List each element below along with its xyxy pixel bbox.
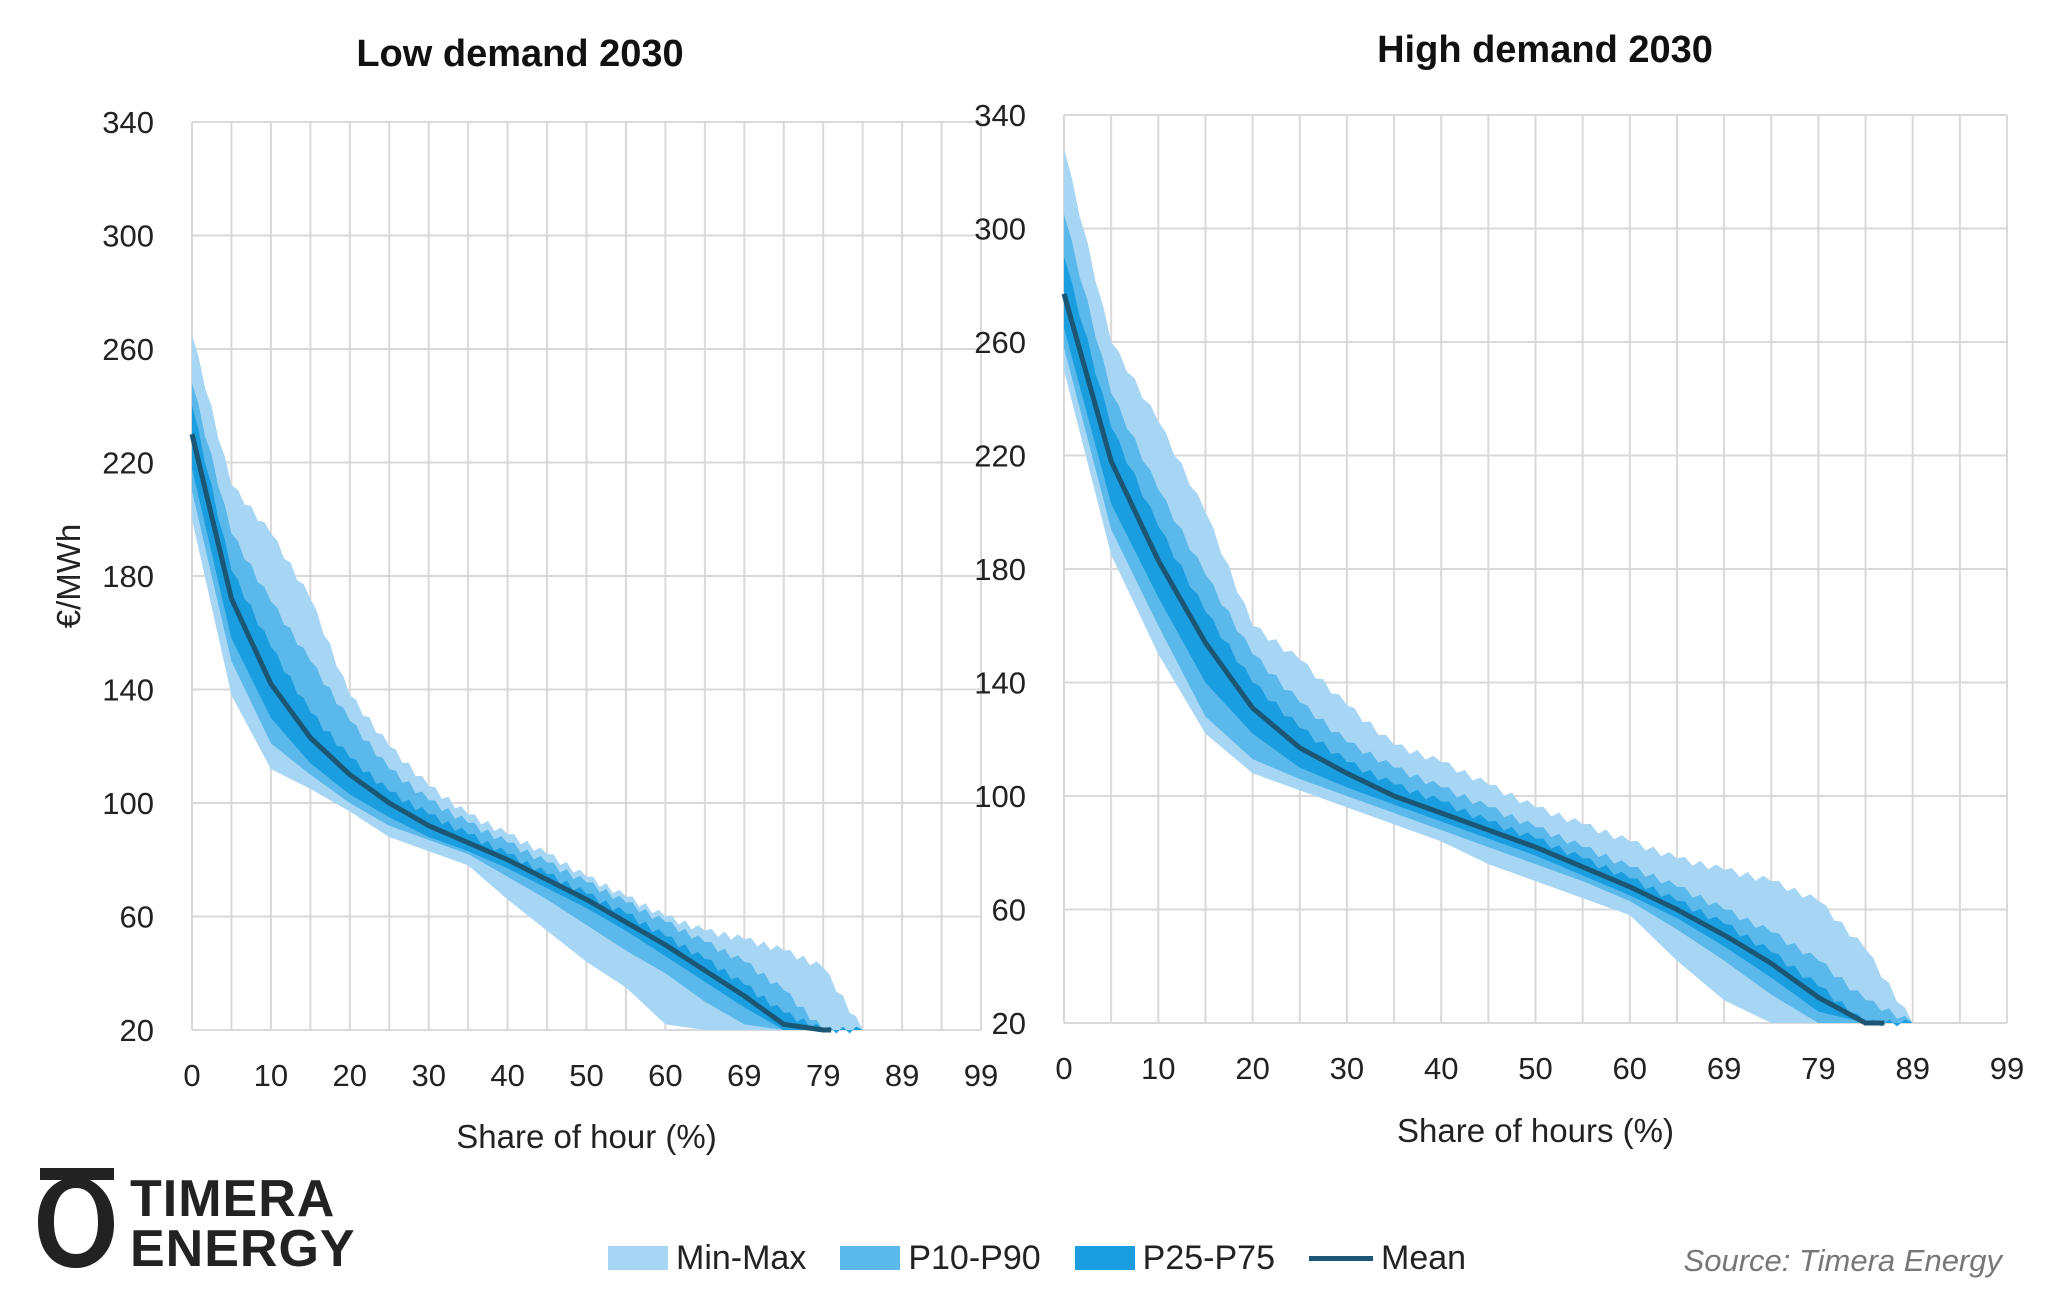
chart-high-demand: 20 60 100 140 180 220 260 300 340 0 10 20 30 40 50 60 69… <box>974 29 2024 1149</box>
x-tick-label: 60 <box>648 1058 682 1093</box>
mean-line <box>189 433 832 1033</box>
source-note: Source: Timera Energy <box>1683 1243 2002 1278</box>
y-tick-label: 60 <box>120 900 154 935</box>
y-tick-label: 20 <box>120 1013 154 1048</box>
timera-logo-wordmark: TIMERA ENERGY <box>130 1170 356 1278</box>
y-tick-label: 260 <box>974 325 1026 360</box>
x-tick-label: 89 <box>1895 1051 1929 1086</box>
y-tick-label: 220 <box>974 439 1026 474</box>
legend-label-p25-p75: P25-P75 <box>1142 1238 1275 1277</box>
y-tick-label: 140 <box>102 673 154 708</box>
x-tick-label: 30 <box>411 1058 445 1093</box>
x-axis-label: Share of hour (%) <box>456 1118 716 1155</box>
logo-line-2: ENERGY <box>130 1220 356 1278</box>
legend-label-min-max: Min-Max <box>676 1238 807 1277</box>
chart-low-demand: 20 60 100 140 180 220 260 300 340 0 10 20 30 40 50 60 69… <box>50 33 998 1155</box>
legend-label-mean: Mean <box>1381 1238 1467 1277</box>
x-tick-label: 0 <box>183 1058 200 1093</box>
x-tick-label: 79 <box>806 1058 840 1093</box>
y-tick-label: 340 <box>102 105 154 140</box>
legend-swatch-p25-p75 <box>1074 1246 1135 1270</box>
y-tick-label: 20 <box>992 1006 1026 1041</box>
x-tick-label: 20 <box>333 1058 367 1093</box>
chart-title: Low demand 2030 <box>356 33 683 75</box>
x-axis-label: Share of hours (%) <box>1397 1112 1674 1149</box>
y-axis-label: €/MWh <box>50 524 87 629</box>
y-tick-label: 220 <box>102 446 154 481</box>
x-tick-label: 99 <box>1990 1051 2024 1086</box>
legend-item-min-max: Min-Max <box>608 1239 806 1278</box>
legend-item-p10-p90: P10-P90 <box>840 1238 1041 1278</box>
legend-swatch-min-max <box>608 1246 668 1270</box>
y-tick-label: 100 <box>102 786 154 821</box>
y-tick-label: 260 <box>102 332 154 367</box>
legend-label-p10-p90: P10-P90 <box>908 1238 1041 1277</box>
legend-swatch-mean <box>1309 1255 1373 1261</box>
x-tick-label: 79 <box>1801 1051 1835 1086</box>
x-tick-label: 99 <box>964 1058 998 1093</box>
band-min-max <box>1064 149 1913 1024</box>
y-tick-label: 180 <box>102 559 154 594</box>
chart-title: High demand 2030 <box>1377 29 1713 71</box>
y-tick-label: 100 <box>974 779 1026 814</box>
x-tick-label: 10 <box>1141 1051 1175 1086</box>
band-p25-p75 <box>192 405 863 1034</box>
y-tick-label: 300 <box>974 212 1026 247</box>
x-tick-label: 40 <box>1424 1051 1458 1086</box>
x-tick-label: 10 <box>254 1058 288 1093</box>
legend: Min-Max P10-P90 P25-P75 Mean <box>608 1236 1466 1280</box>
x-tick-label: 40 <box>490 1058 524 1093</box>
timera-logo-mark-icon <box>38 1168 114 1268</box>
x-tick-label: 69 <box>1707 1051 1741 1086</box>
legend-swatch-p10-p90 <box>840 1246 901 1270</box>
legend-item-mean: Mean <box>1309 1239 1466 1278</box>
x-tick-label: 20 <box>1235 1051 1269 1086</box>
timera-logo: TIMERA ENERGY <box>30 1160 355 1280</box>
x-tick-label: 30 <box>1330 1051 1364 1086</box>
x-tick-label: 89 <box>885 1058 919 1093</box>
band-p10-p90 <box>192 383 863 1034</box>
legend-item-p25-p75: P25-P75 <box>1074 1238 1275 1278</box>
x-tick-label: 50 <box>569 1058 603 1093</box>
x-tick-label: 60 <box>1613 1051 1647 1086</box>
y-tick-label: 140 <box>974 666 1026 701</box>
y-tick-label: 60 <box>992 893 1026 928</box>
mean-line <box>1061 293 1885 1026</box>
x-tick-label: 50 <box>1518 1051 1552 1086</box>
x-tick-label: 0 <box>1055 1051 1072 1086</box>
band-min-max <box>192 334 863 1030</box>
y-tick-label: 180 <box>974 552 1026 587</box>
y-tick-label: 300 <box>102 219 154 254</box>
y-tick-label: 340 <box>974 98 1026 133</box>
x-tick-label: 69 <box>727 1058 761 1093</box>
logo-line-1: TIMERA <box>130 1170 336 1228</box>
